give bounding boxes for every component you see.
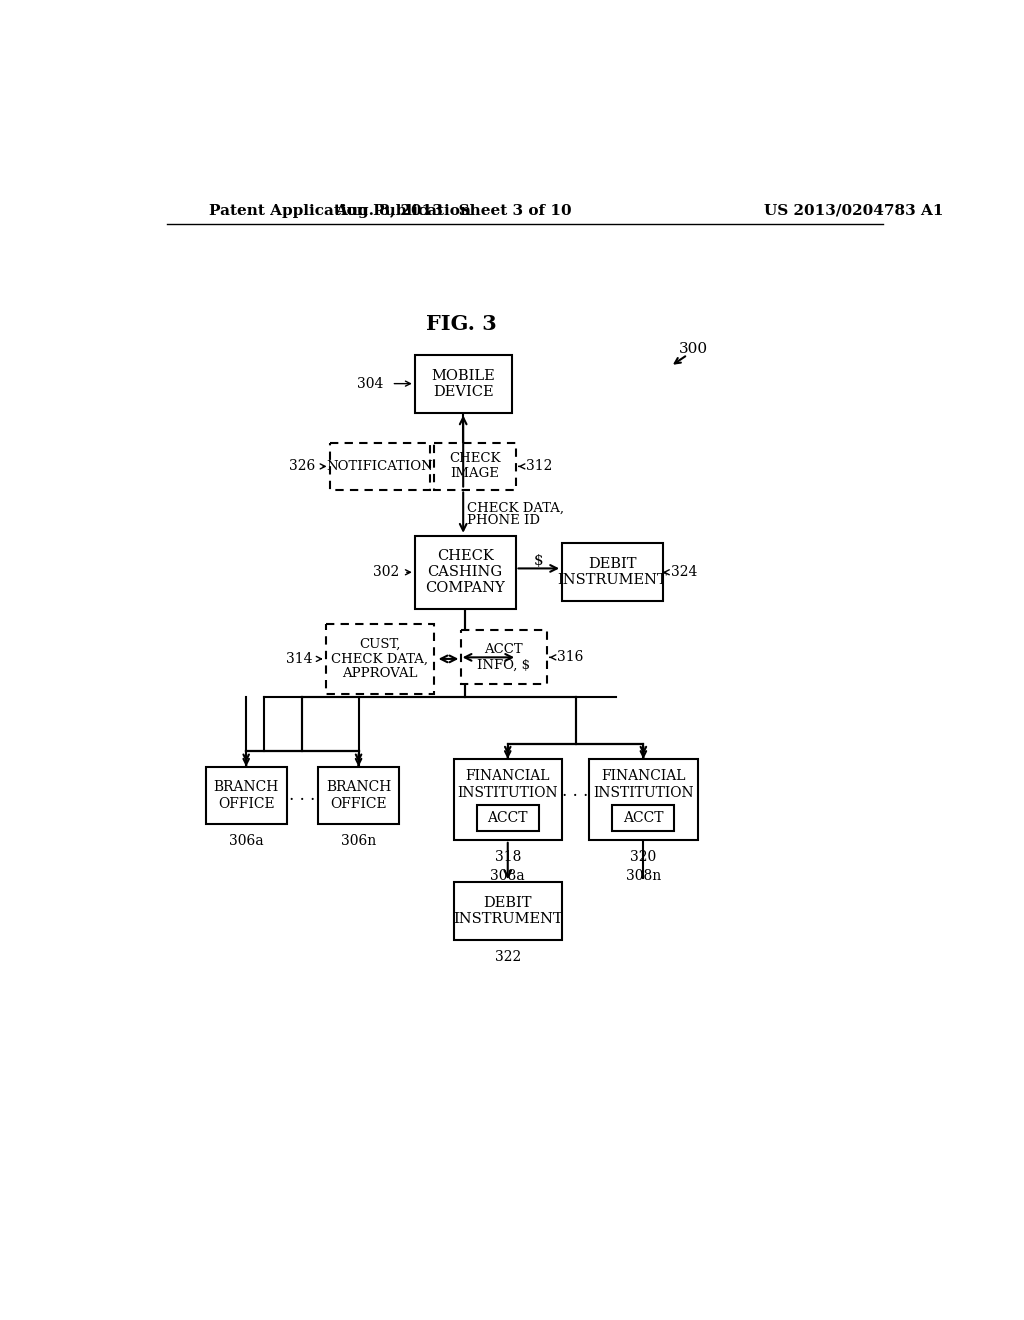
Bar bbox=[589, 759, 697, 840]
Text: 302: 302 bbox=[373, 565, 399, 579]
Text: FIG. 3: FIG. 3 bbox=[426, 314, 497, 334]
Bar bbox=[477, 805, 539, 830]
Text: 312: 312 bbox=[525, 459, 552, 474]
Text: . . .: . . . bbox=[562, 783, 589, 800]
Text: ACCT: ACCT bbox=[624, 810, 664, 825]
Bar bbox=[454, 759, 562, 840]
Text: 320: 320 bbox=[630, 850, 656, 863]
Bar bbox=[454, 882, 562, 940]
Bar bbox=[326, 624, 434, 693]
Bar bbox=[415, 536, 515, 609]
Text: ACCT
INFO, $: ACCT INFO, $ bbox=[477, 643, 530, 672]
Bar bbox=[434, 444, 515, 490]
Text: 306n: 306n bbox=[341, 834, 376, 849]
Text: Aug. 8, 2013   Sheet 3 of 10: Aug. 8, 2013 Sheet 3 of 10 bbox=[335, 203, 571, 218]
Bar bbox=[461, 631, 547, 684]
Bar bbox=[415, 355, 512, 412]
Text: CHECK
CASHING
COMPANY: CHECK CASHING COMPANY bbox=[425, 549, 505, 595]
Text: NOTIFICATION: NOTIFICATION bbox=[327, 459, 433, 473]
Text: CHECK
IMAGE: CHECK IMAGE bbox=[450, 453, 501, 480]
Text: DEBIT
INSTRUMENT: DEBIT INSTRUMENT bbox=[453, 896, 562, 927]
Bar bbox=[330, 444, 430, 490]
Text: 326: 326 bbox=[290, 459, 315, 474]
Text: PHONE ID: PHONE ID bbox=[467, 513, 540, 527]
Text: CHECK DATA,: CHECK DATA, bbox=[467, 502, 564, 515]
Text: $: $ bbox=[534, 554, 544, 569]
Text: BRANCH
OFFICE: BRANCH OFFICE bbox=[214, 780, 279, 810]
Text: Patent Application Publication: Patent Application Publication bbox=[209, 203, 471, 218]
Text: 318: 318 bbox=[495, 850, 521, 863]
Text: 304: 304 bbox=[357, 376, 384, 391]
Text: 324: 324 bbox=[671, 565, 697, 579]
Text: 314: 314 bbox=[286, 652, 312, 665]
Text: CUST,
CHECK DATA,
APPROVAL: CUST, CHECK DATA, APPROVAL bbox=[332, 638, 428, 680]
Text: 300: 300 bbox=[679, 342, 709, 356]
Text: MOBILE
DEVICE: MOBILE DEVICE bbox=[431, 368, 495, 399]
Text: 308a: 308a bbox=[490, 869, 525, 883]
Text: 322: 322 bbox=[495, 950, 521, 964]
Text: BRANCH
OFFICE: BRANCH OFFICE bbox=[326, 780, 391, 810]
Text: US 2013/0204783 A1: US 2013/0204783 A1 bbox=[764, 203, 943, 218]
Bar bbox=[612, 805, 675, 830]
Text: ACCT: ACCT bbox=[487, 810, 528, 825]
Text: DEBIT
INSTRUMENT: DEBIT INSTRUMENT bbox=[557, 557, 668, 587]
Text: . . .: . . . bbox=[289, 787, 315, 804]
Bar bbox=[317, 767, 399, 825]
Bar bbox=[206, 767, 287, 825]
Text: FINANCIAL
INSTITUTION: FINANCIAL INSTITUTION bbox=[458, 770, 558, 800]
Text: 306a: 306a bbox=[229, 834, 263, 849]
Bar bbox=[562, 544, 663, 601]
Text: FINANCIAL
INSTITUTION: FINANCIAL INSTITUTION bbox=[593, 770, 693, 800]
Text: 308n: 308n bbox=[626, 869, 662, 883]
Text: 316: 316 bbox=[557, 651, 583, 664]
